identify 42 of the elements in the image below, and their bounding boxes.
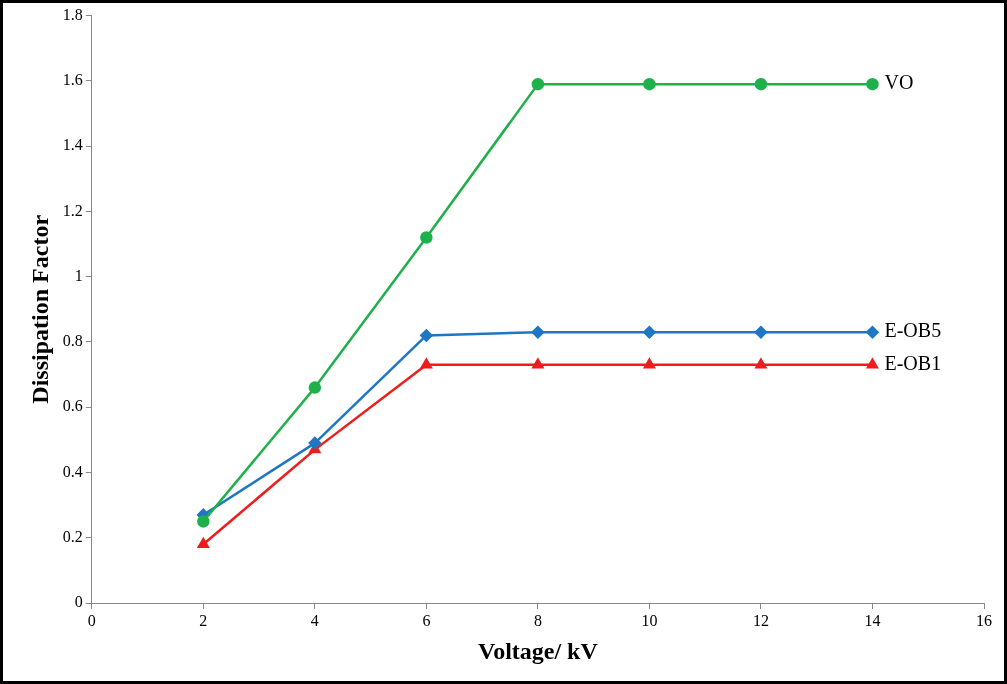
y-tick-label: 0.8	[62, 332, 83, 350]
x-tick-label: 4	[310, 611, 319, 629]
point	[531, 325, 545, 339]
x-tick-label: 10	[641, 611, 658, 629]
y-tick-label: 1.2	[62, 201, 83, 219]
y-tick-label: 0.6	[62, 397, 83, 415]
x-tick-label: 8	[533, 611, 542, 629]
y-axis-title: Dissipation Factor	[26, 214, 53, 404]
x-tick-label: 16	[976, 611, 992, 629]
y-tick-label: 0.2	[62, 527, 83, 545]
y-tick-label: 0.4	[62, 462, 83, 480]
point	[308, 381, 322, 394]
series-label: VO	[884, 71, 914, 94]
x-tick-label: 6	[422, 611, 431, 629]
point	[531, 77, 545, 91]
x-tick-label: 12	[752, 611, 769, 629]
point	[643, 325, 656, 339]
y-tick-label: 1	[74, 266, 83, 284]
point	[755, 358, 767, 369]
point	[420, 231, 433, 244]
point	[420, 358, 432, 369]
x-tick-label: 2	[199, 611, 208, 629]
x-axis-title: Voltage/ kV	[478, 637, 599, 664]
point	[643, 77, 656, 91]
point	[866, 325, 879, 339]
point	[866, 77, 879, 91]
point	[754, 325, 768, 339]
y-tick-label: 1.6	[62, 71, 83, 89]
series-label: E-OB1	[884, 352, 942, 375]
x-tick-label: 14	[864, 611, 881, 629]
y-tick-label: 1.8	[62, 5, 83, 23]
point	[866, 358, 879, 369]
point	[420, 329, 433, 342]
y-tick-label: 1.4	[62, 136, 83, 154]
point	[197, 515, 210, 528]
y-tick-label: 0	[74, 593, 83, 611]
point	[643, 358, 656, 369]
point	[754, 77, 768, 91]
point	[532, 358, 544, 369]
x-tick-label: 0	[87, 611, 96, 629]
point	[308, 436, 322, 450]
series-label: E-OB5	[884, 319, 942, 342]
